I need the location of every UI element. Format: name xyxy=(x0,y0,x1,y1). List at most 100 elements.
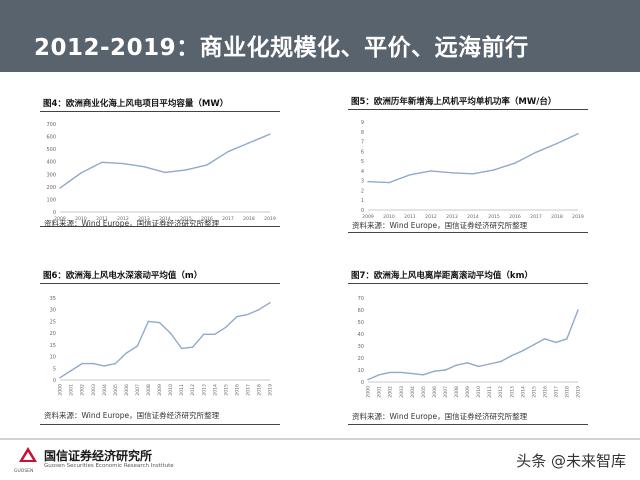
chart-title: 图4：欧洲商业化海上风电项目平均容量（MW） xyxy=(40,96,229,112)
footer-divider xyxy=(0,438,640,440)
x-tick-label: 2018 xyxy=(551,214,563,220)
x-tick-label: 2013 xyxy=(509,386,515,398)
chart-panel-fig4: 图4：欧洲商业化海上风电项目平均容量（MW） 0 100 200 300 400 500 6… xyxy=(40,96,280,236)
y-tick-label: 5 xyxy=(53,366,56,372)
data-point xyxy=(236,316,238,318)
x-tick-label: 2001 xyxy=(69,384,75,396)
data-point xyxy=(555,341,557,344)
x-tick-label: 2017 xyxy=(530,214,542,220)
data-point xyxy=(101,161,103,164)
data-point xyxy=(566,338,568,340)
y-tick-label: 0 xyxy=(53,210,56,216)
x-tick-label: 2016 xyxy=(509,214,521,220)
title-divider xyxy=(40,283,280,284)
data-point xyxy=(514,162,516,164)
data-point xyxy=(367,180,369,183)
x-tick-label: 2006 xyxy=(124,384,130,396)
x-tick-label: 2019 xyxy=(576,386,582,398)
data-point xyxy=(269,133,271,135)
data-point xyxy=(185,169,187,171)
data-point xyxy=(136,345,139,347)
x-tick-label: 2014 xyxy=(520,386,526,398)
y-tick-label: 30 xyxy=(358,344,364,350)
data-point xyxy=(556,142,558,145)
data-point xyxy=(158,321,161,324)
line-chart: 0 100 200 300 400 500 600 700 2009 2010 2011 2012 20… xyxy=(46,122,276,222)
x-tick-label: 2004 xyxy=(410,386,416,398)
data-point xyxy=(225,326,227,328)
x-tick-label: 2016 xyxy=(234,384,240,396)
data-point xyxy=(533,344,535,346)
data-point xyxy=(411,372,413,375)
series-line xyxy=(59,302,271,379)
data-point xyxy=(269,301,271,304)
series-line xyxy=(367,133,579,184)
data-point xyxy=(147,320,150,323)
data-point xyxy=(409,174,411,176)
chart-panel-fig7: 图7：欧洲海上风电离岸距离滚动平均值（km） 0 10 20 30 40 50 60 70 20… xyxy=(348,268,588,428)
data-point xyxy=(430,170,432,172)
data-point xyxy=(206,164,208,166)
y-tick-label: 20 xyxy=(50,331,56,337)
x-tick-label: 2000 xyxy=(366,386,372,398)
x-tick-label: 2005 xyxy=(421,386,427,398)
x-tick-label: 2019 xyxy=(264,216,276,222)
data-point xyxy=(488,363,491,365)
x-tick-label: 2010 xyxy=(168,384,174,396)
guosen-logo-icon xyxy=(19,447,37,462)
data-point xyxy=(114,362,116,365)
data-point xyxy=(214,333,216,336)
y-tick-label: 2 xyxy=(361,188,364,194)
title-divider xyxy=(40,111,280,112)
y-tick-label: 8 xyxy=(361,130,364,136)
watermark: 头条 @未来智库 xyxy=(516,452,626,470)
y-tick-label: 1 xyxy=(361,198,364,204)
x-tick-label: 2012 xyxy=(117,216,129,222)
x-tick-label: 2001 xyxy=(377,386,383,398)
y-tick-label: 5 xyxy=(361,159,364,165)
source-divider xyxy=(40,226,280,227)
data-point xyxy=(103,365,105,367)
x-tick-label: 2016 xyxy=(542,386,548,398)
data-point xyxy=(451,172,453,174)
x-tick-label: 2017 xyxy=(222,216,234,222)
data-point xyxy=(227,150,229,153)
x-tick-label: 2013 xyxy=(138,216,150,222)
data-point xyxy=(202,333,205,336)
x-tick-label: 2013 xyxy=(446,214,458,220)
data-point xyxy=(455,364,458,366)
x-tick-label: 2015 xyxy=(488,214,500,220)
y-tick-label: 35 xyxy=(50,296,56,302)
chart-title: 图5：欧洲历年新增海上风机平均单机功率（MW/台） xyxy=(348,94,557,110)
y-tick-label: 70 xyxy=(358,296,364,302)
company-name-en: Guosen Securities Economic Research Inst… xyxy=(44,463,174,469)
series-line xyxy=(59,133,271,189)
data-point xyxy=(59,376,61,379)
x-tick-label: 2009 xyxy=(54,216,66,222)
x-tick-label: 2008 xyxy=(454,386,460,398)
data-point xyxy=(247,313,249,316)
data-point xyxy=(70,369,72,372)
data-point xyxy=(466,362,469,364)
line-chart: 0 5 10 15 20 25 30 35 2000 2001 2002 2003 2004 2005 20… xyxy=(50,296,274,396)
x-tick-label: 2000 xyxy=(58,384,64,396)
y-tick-label: 0 xyxy=(361,380,364,386)
source-divider xyxy=(348,424,588,425)
x-tick-label: 2018 xyxy=(565,386,571,398)
x-tick-label: 2015 xyxy=(531,386,537,398)
data-point xyxy=(191,346,194,348)
y-tick-label: 0 xyxy=(53,378,56,384)
y-tick-label: 60 xyxy=(358,308,364,314)
x-tick-label: 2015 xyxy=(180,216,192,222)
x-tick-label: 2016 xyxy=(201,216,213,222)
x-tick-label: 2008 xyxy=(146,384,152,396)
y-tick-label: 30 xyxy=(50,308,56,314)
y-tick-label: 50 xyxy=(358,320,364,326)
y-tick-label: 25 xyxy=(50,319,56,325)
y-tick-label: 10 xyxy=(358,368,364,374)
x-tick-label: 2014 xyxy=(159,216,171,222)
x-tick-label: 2007 xyxy=(135,384,141,396)
data-point xyxy=(248,142,250,144)
y-tick-label: 0 xyxy=(361,208,364,214)
x-tick-label: 2007 xyxy=(443,386,449,398)
